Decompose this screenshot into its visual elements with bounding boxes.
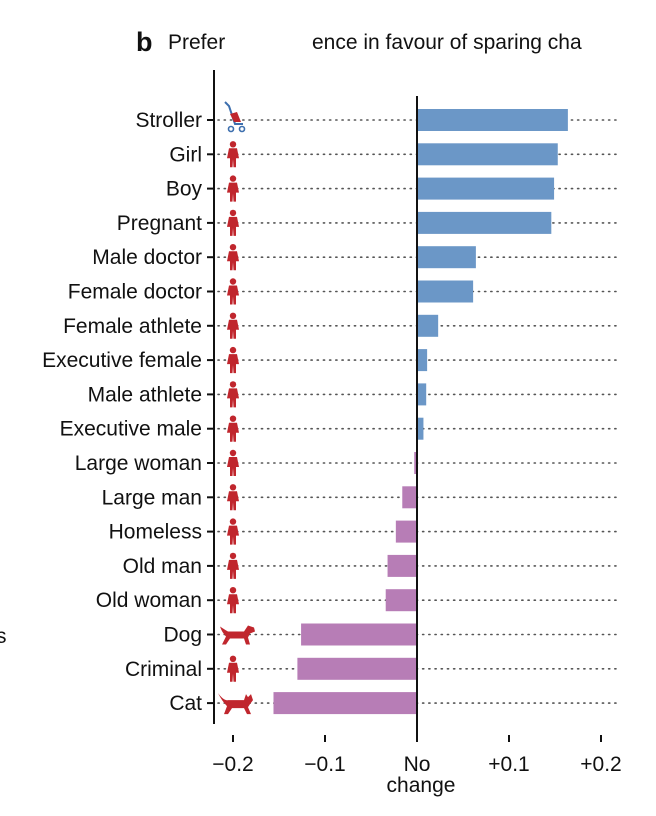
bar-female-athlete — [417, 314, 439, 337]
x-tick-label: +0.1 — [488, 753, 529, 776]
bar-boy — [417, 177, 555, 200]
old-man-icon — [227, 552, 239, 579]
male-athlete-icon — [227, 381, 239, 408]
male-doctor-icon — [227, 244, 239, 271]
x-tick-label-line2: change — [387, 774, 456, 797]
stroller-icon — [224, 101, 246, 133]
category-label: Girl — [169, 143, 202, 166]
category-label: Pregnant — [117, 212, 202, 235]
category-label: Executive female — [42, 349, 202, 372]
category-label: Homeless — [109, 521, 202, 544]
bar-old-woman — [385, 589, 417, 612]
category-label: Old woman — [96, 589, 202, 612]
row-guides — [207, 119, 621, 705]
title-part-1: Prefer — [168, 31, 225, 54]
category-label: Boy — [166, 178, 203, 201]
category-label: Old man — [123, 555, 202, 578]
bar-criminal — [297, 657, 417, 680]
category-label: Female doctor — [68, 281, 202, 304]
bar-executive-female — [417, 349, 428, 372]
bars — [273, 109, 568, 715]
category-labels: Stroller Girl Boy Pregnant Male doctor Female… — [42, 109, 202, 715]
category-label: Cat — [169, 692, 202, 715]
category-label: Dog — [163, 624, 202, 647]
x-tick-label: +0.2 — [580, 753, 621, 776]
category-label: Female athlete — [63, 315, 202, 338]
pregnant-woman-icon — [227, 209, 239, 236]
bar-girl — [417, 143, 558, 166]
criminal-icon — [227, 655, 239, 682]
boy-icon — [227, 175, 239, 202]
large-woman-icon — [227, 449, 239, 476]
x-tick-label: −0.1 — [304, 753, 345, 776]
cat-icon — [218, 693, 253, 715]
female-doctor-icon — [227, 278, 239, 305]
bar-cat — [273, 692, 417, 715]
category-label: Large man — [102, 486, 202, 509]
executive-male-icon — [227, 415, 239, 442]
category-label: Stroller — [135, 109, 202, 132]
bar-large-woman — [414, 452, 417, 474]
bar-stroller — [417, 109, 568, 131]
x-tick-label: −0.2 — [212, 753, 253, 776]
panel-letter: b — [136, 27, 153, 57]
category-label: Executive male — [60, 418, 202, 441]
bar-male-doctor — [417, 246, 476, 269]
bar-male-athlete — [417, 383, 427, 406]
chart-title: b Prefer ence in favour of sparing cha — [136, 27, 582, 57]
bar-executive-male — [417, 417, 424, 440]
bar-homeless — [395, 520, 417, 543]
category-label: Large woman — [75, 452, 202, 475]
old-woman-icon — [227, 587, 239, 614]
female-athlete-icon — [227, 312, 239, 339]
category-label: Criminal — [125, 658, 202, 681]
bar-large-man — [402, 486, 417, 509]
dog-icon — [220, 625, 255, 645]
executive-female-icon — [227, 346, 239, 374]
homeless-person-icon — [227, 518, 239, 545]
row-icons — [218, 101, 255, 715]
bar-old-man — [387, 554, 417, 577]
left-edge-text-fragment: s — [0, 625, 7, 648]
girl-icon — [227, 141, 239, 168]
bar-dog — [301, 623, 417, 646]
large-man-icon — [227, 484, 239, 511]
bar-pregnant — [417, 211, 552, 234]
category-label: Male doctor — [92, 246, 202, 269]
bar-female-doctor — [417, 280, 474, 303]
x-tick-label: No — [404, 753, 431, 776]
category-label: Male athlete — [88, 383, 202, 406]
title-part-2: ence in favour of sparing cha — [312, 31, 582, 54]
